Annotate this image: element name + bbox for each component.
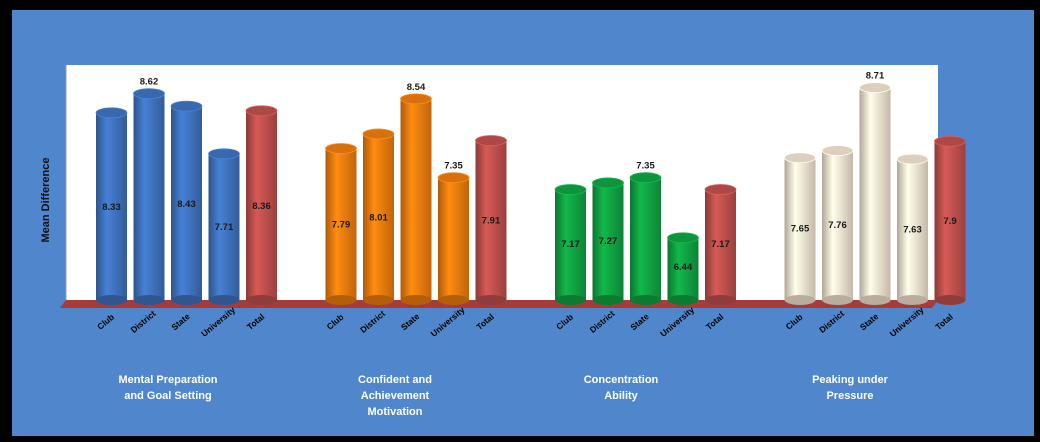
x-tick-label: Club (95, 312, 116, 332)
group-label-confident: Confident and Achievement Motivation (315, 372, 475, 420)
bar (704, 184, 737, 305)
data-label: 7.65 (791, 224, 810, 235)
data-label: 8.36 (252, 201, 271, 212)
bar (437, 172, 470, 305)
data-label: 7.27 (599, 236, 618, 247)
group-label-line: Concentration (583, 374, 659, 386)
group-label-line: Confident and (358, 374, 432, 386)
group-label-line: Achievement (360, 390, 430, 402)
x-tick-label: Total (933, 312, 955, 332)
data-label: 7.79 (332, 219, 351, 230)
x-tick-label: Total (245, 312, 267, 332)
bar (934, 135, 966, 305)
bar (859, 82, 891, 305)
group-label-line: Mental Preparation (118, 374, 218, 386)
group-label-line: Ability (604, 390, 638, 402)
x-tick-label: State (399, 311, 422, 332)
bar (362, 128, 395, 305)
bar (667, 232, 699, 305)
x-tick-label: University (199, 304, 237, 338)
group-label-peaking: Peaking under Pressure (770, 372, 930, 404)
group-label-concentration: Concentration Ability (541, 372, 701, 404)
data-label: 8.01 (369, 212, 388, 223)
bar (133, 88, 165, 305)
group-label-line: Motivation (367, 406, 423, 418)
bar (554, 184, 587, 305)
x-tick-label: State (169, 311, 192, 332)
bar (784, 152, 816, 305)
bar (821, 145, 854, 305)
group-label-mental-preparation: Mental Preparation and Goal Setting (88, 372, 248, 404)
data-label: 7.17 (711, 239, 730, 250)
data-label: 8.71 (866, 71, 885, 82)
x-tick-label: University (429, 304, 467, 338)
x-tick-label: Club (784, 312, 805, 332)
bar (400, 93, 432, 305)
x-tick-label: Club (325, 312, 346, 332)
bar (95, 107, 128, 305)
bar-chart: 8.33 Club 8.62 District 8.43 State 7.71 Univers… (60, 65, 966, 339)
bar (245, 105, 278, 305)
data-label: 7.71 (215, 222, 234, 233)
x-tick-label: District (817, 308, 846, 335)
group-label-line: and Goal Setting (124, 390, 212, 402)
y-axis-label: Mean Difference (40, 157, 52, 243)
data-label: 7.91 (482, 215, 501, 226)
bar (592, 177, 624, 305)
x-tick-label: District (129, 308, 158, 335)
x-tick-label: University (658, 304, 696, 338)
bar (325, 143, 357, 305)
x-tick-label: District (358, 308, 387, 335)
data-label: 7.17 (561, 239, 580, 250)
data-label: 8.54 (407, 82, 426, 93)
x-tick-label: State (858, 311, 881, 332)
data-label: 8.62 (140, 77, 159, 88)
data-label: 8.33 (102, 202, 121, 213)
bar (208, 148, 240, 305)
bar (629, 172, 662, 305)
x-tick-label: State (628, 311, 651, 332)
data-label: 7.76 (828, 220, 847, 231)
bar (896, 153, 929, 305)
x-tick-label: Total (474, 312, 496, 332)
data-label: 7.9 (943, 216, 956, 227)
data-label: 6.44 (674, 262, 693, 273)
group-label-line: Pressure (826, 390, 874, 402)
group-label-line: Peaking under (812, 374, 888, 386)
data-label: 7.63 (903, 224, 922, 235)
x-tick-label: District (588, 308, 617, 335)
x-tick-label: Club (554, 312, 575, 332)
x-tick-label: University (888, 304, 926, 338)
data-label: 7.35 (444, 161, 463, 172)
data-label: 7.35 (636, 161, 655, 172)
x-tick-label: Total (704, 312, 726, 332)
data-label: 8.43 (177, 199, 196, 210)
bar (170, 100, 203, 305)
bar (475, 135, 507, 305)
